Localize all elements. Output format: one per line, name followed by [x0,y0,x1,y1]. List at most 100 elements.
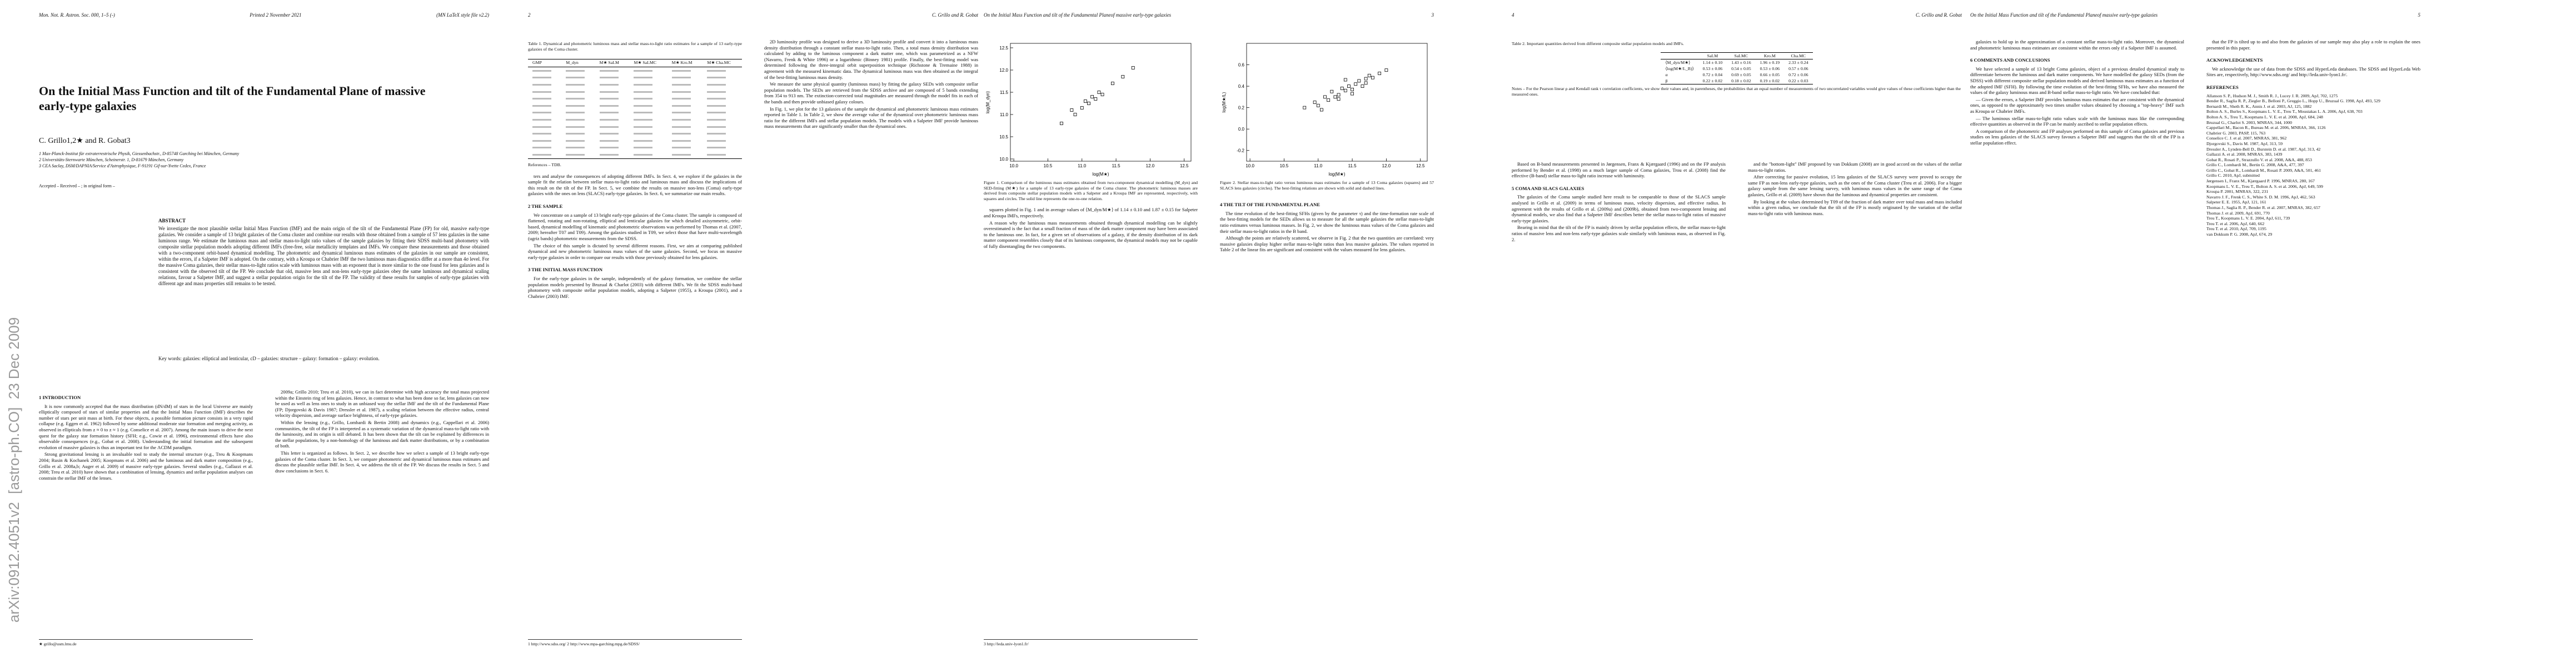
reference: Koopmans L. V. E., Treu T., Bolton A. S.… [2206,183,2323,189]
data-point [1097,91,1101,94]
text-column: 2D luminosity profile was designed to de… [764,39,978,648]
table-cell [595,109,630,116]
column-header: M★ Cha.MC [707,60,731,66]
text-column: 1 INTRODUCTION It is now commonly accepte… [39,389,253,648]
table-caption: Table 2. Important quantities derived fr… [1512,41,1684,46]
text-column: and the "bottom-light" IMF proposed by v… [1748,161,1962,648]
table-cell: ⟨M_dyn/M★⟩ [1665,59,1691,65]
table-cell [702,81,742,88]
y-tick-label: 11.0 [1000,112,1009,117]
paragraph: Strong gravitational lensing is an inval… [39,451,253,481]
plot-frame [1010,43,1192,162]
table-cell [595,81,630,88]
table-cell [629,81,667,88]
running-header: On the Initial Mass Function and tilt of… [984,12,1434,18]
reference: Chabrier G. 2003, PASP, 115, 763 [2206,130,2266,136]
data-point [1333,95,1337,99]
column-header: SaLMC [1734,53,1748,58]
data-point [1303,106,1307,109]
table-cell: 0.69 ± 0.05 [1731,72,1751,77]
table-cell [595,123,630,131]
data-point [1073,113,1077,116]
table-row: ⟨log(M★/L_B)⟩ 0.53 ± 0.06 0.54 ± 0.05 0.53 … [1661,66,1812,72]
table-cell [561,67,595,74]
section-heading: ACKNOWLEDGEMENTS [2206,57,2263,63]
data-point [1347,84,1351,88]
data-point [1094,97,1098,101]
paragraph: Within the lensing (e.g., Grillo, Lombar… [275,419,489,449]
table-row [528,123,742,131]
data-point [1323,95,1327,99]
header-text: (MN LaTeX style file v2.2) [436,12,489,18]
data-point [1351,92,1354,96]
paragraph: This letter is organized as follows. In … [275,450,489,474]
table-cell: 2.33 ± 0.24 [1788,59,1808,65]
table-cell [702,144,742,151]
table-cell [595,130,630,137]
table-cell [528,81,561,88]
y-axis-label: log(M★/L) [1222,92,1227,112]
column-header: M_dyn [566,60,579,66]
text-column: 2009a; Grillo 2010; Treu et al. 2010), w… [275,389,489,648]
paragraph: Bearing in mind that the tilt of the FP … [1512,225,1726,242]
reference: Bruzual G., Charlot S. 2003, MNRAS, 344,… [2206,120,2292,125]
table-cell: 1.43 ± 0.16 [1731,59,1751,65]
table-cell [702,137,742,145]
page: Mon. Not. R. Astron. Soc. 000, 1–5 (-) Pr… [39,0,489,667]
header-text: On the Initial Mass Function and tilt of… [984,12,1172,18]
table-cell [595,74,630,81]
column-header: M★ SaLMC [634,60,657,66]
table-cell: 0.19 ± 0.02 [1760,78,1780,83]
table-note: Notes – For the Pearson linear ρ and Ken… [1512,86,1961,97]
reference: Cappellari M., Bacon R., Bureau M. et al… [2206,125,2326,131]
page: 4 C. Grillo and R. Gobat Table 2. Importan… [1512,0,1962,667]
column-header: GMP [532,60,542,66]
table-header: GMP M_dyn M★ SaLM M★ SaLMC M★ Kro.M M★ Cha.MC [528,59,742,67]
table-cell: 0.72 ± 0.06 [1788,72,1808,77]
x-tick-label: 11.0 [1078,163,1087,168]
paragraph: The galaxies of the Coma sample studied … [1512,194,1726,223]
table-cell [702,151,742,158]
paragraph: We concentrate on a sample of 13 bright … [528,212,742,241]
paragraph: In Fig. 1, we plot for the 13 galaxies o… [764,106,978,130]
table-row [528,151,742,158]
paragraph: A comparison of the photometric and FP a… [1970,128,2184,146]
table-cell [595,151,630,158]
x-tick-label: 11.0 [1314,163,1323,168]
running-header: Mon. Not. R. Astron. Soc. 000, 1–5 (-) Pr… [39,12,489,18]
table-cell [629,116,667,123]
section-heading: REFERENCES [2206,84,2239,90]
table-row [528,116,742,123]
text-column: galaxies to hold up in the approximation… [1970,39,2184,648]
data-point [1364,77,1368,81]
table-cell [702,109,742,116]
reference: Grillo C. 2010, ApJ, submitted [2206,173,2260,178]
reference: Bolton A. S., Treu T., Koopmans L. V. E.… [2206,114,2323,120]
table-cell [667,130,703,137]
text-column: 10.0 10.5 11.0 11.5 12.0 12.5 10.0 10.5 11.0 11.5… [984,39,1198,648]
table-cell [629,130,667,137]
table-cell [629,102,667,109]
paragraph: squares plotted in Fig. 1 and in average… [984,207,1198,218]
table-cell: 0.72 ± 0.04 [1702,72,1723,77]
table-cell [595,102,630,109]
table-cell [667,123,703,131]
table-cell [595,116,630,123]
x-tick-label: 10.5 [1280,163,1289,168]
table-cell: 0.22 ± 0.03 [1788,78,1808,83]
abstract-heading: ABSTRACT [158,218,186,223]
table-cell [561,102,595,109]
data-point [1337,93,1341,97]
data-point [1131,66,1135,69]
data-point [1327,98,1331,102]
reference: Bernardi M., Sheth R. K., Annis J. et al… [2206,103,2312,109]
table-cell [702,102,742,109]
figure: 10.0 10.5 11.0 11.5 12.0 12.5 -0.2 0.0 0.2 0.4 0.6… [1222,43,1428,177]
table-cell [667,81,703,88]
data-point [1378,72,1382,75]
table-cell [667,95,703,102]
data-point [1367,73,1371,77]
plot-frame [1246,43,1428,162]
y-tick-label: 10.0 [999,157,1008,162]
table-cell [561,81,595,88]
